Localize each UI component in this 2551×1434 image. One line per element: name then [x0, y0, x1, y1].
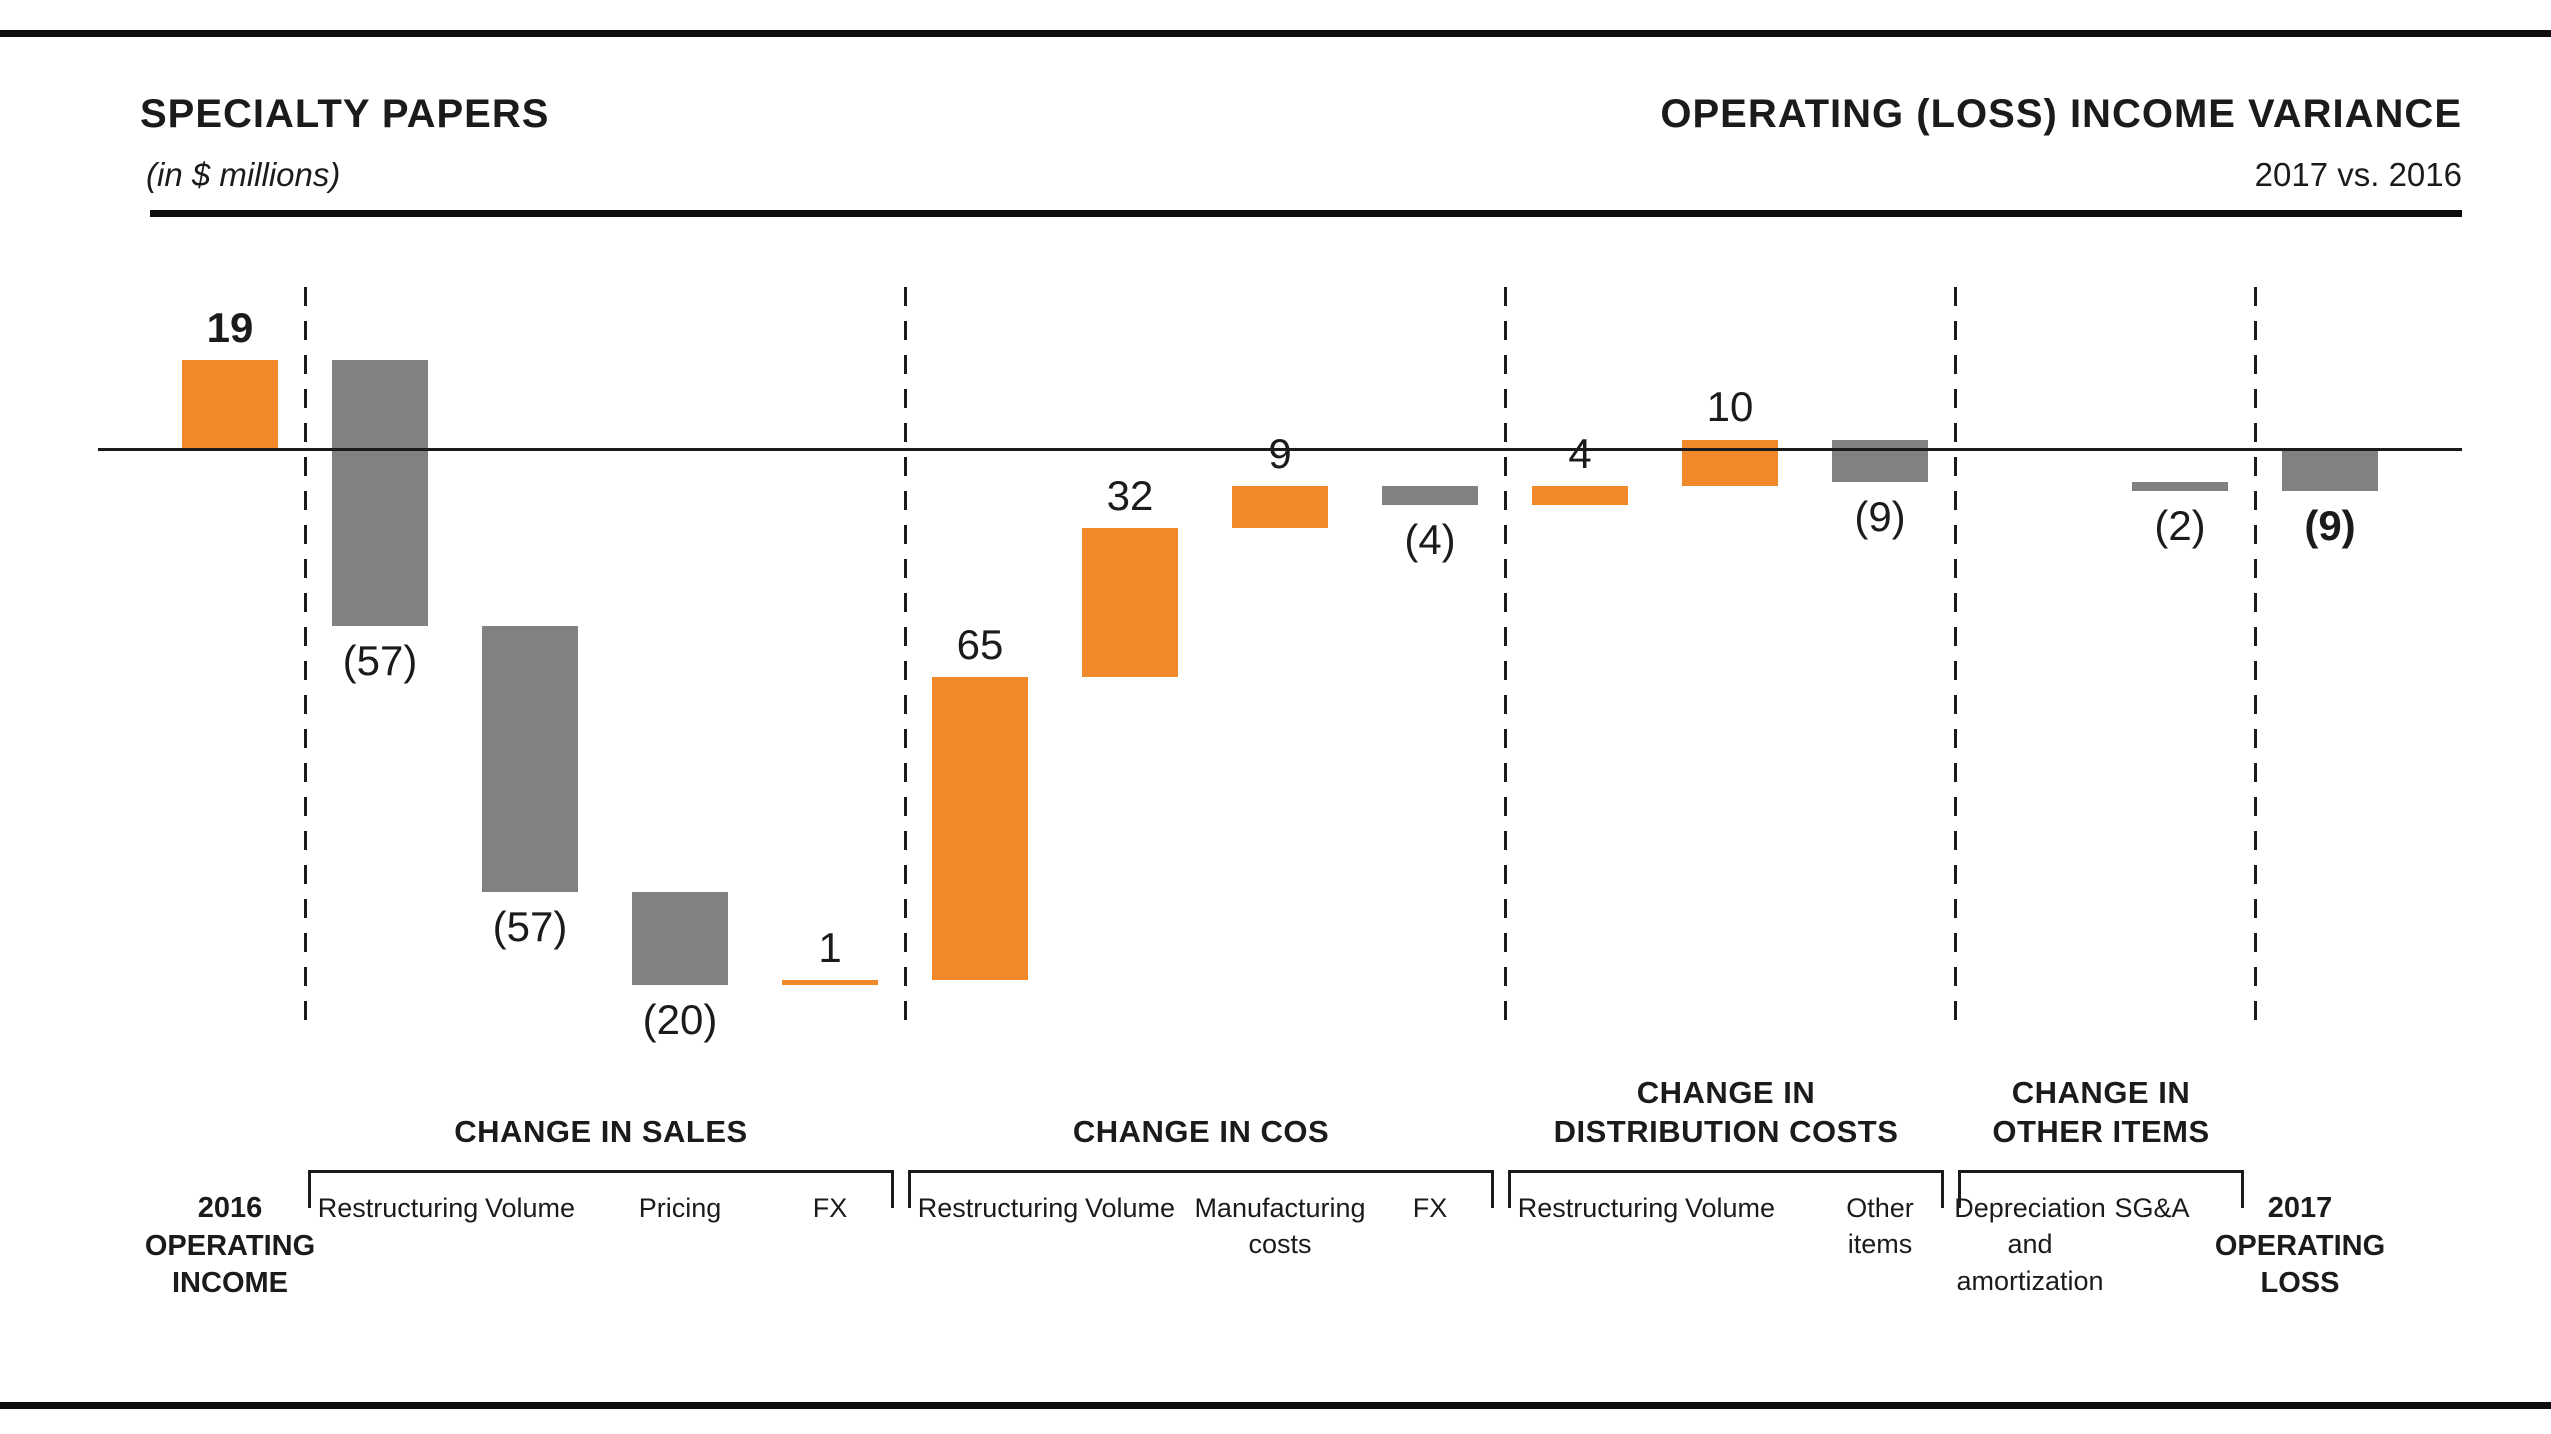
header-rule [150, 210, 2462, 217]
group-separator [903, 287, 907, 1025]
axis-label-sales-pricing: Pricing [530, 1190, 830, 1226]
group-separator [303, 287, 307, 1025]
waterfall-bar-sales-pricing [632, 891, 728, 985]
axis-label-line: FX [1412, 1193, 1448, 1223]
group-title-line: CHANGE IN [2011, 1074, 2191, 1110]
value-label-dist-restructuring: 4 [1568, 429, 1592, 477]
axis-label-other-depreciation: Depreciation and amortization [1880, 1190, 2180, 1299]
waterfall-bar-loss-2017 [2282, 449, 2378, 491]
group-separator [1503, 287, 1507, 1025]
group-title-line: OTHER ITEMS [1992, 1114, 2210, 1150]
group-bracket [308, 1170, 894, 1208]
waterfall-bar-dist-restructuring [1532, 486, 1628, 505]
group-title-line: CHANGE IN COS [1072, 1114, 1330, 1150]
axis-label-line: Pricing [638, 1193, 722, 1223]
axis-label-cos-restructuring: Restructuring [848, 1190, 1148, 1226]
group-title-line: CHANGE IN SALES [454, 1114, 748, 1150]
axis-label-line: Other [1846, 1193, 1914, 1223]
top-border-rule [0, 30, 2551, 37]
axis-label-line: amortization [1956, 1265, 2104, 1296]
axis-label-line: costs [1248, 1229, 1312, 1260]
axis-label-dist-other-items: Other items [1730, 1190, 2030, 1263]
waterfall-bar-sales-restructuring [332, 360, 428, 627]
waterfall-bar-other-sga [2132, 481, 2228, 491]
value-label-sales-restructuring: (57) [342, 637, 418, 685]
group-title: CHANGE IN DISTRIBUTION COSTS [1508, 1073, 1944, 1152]
axis-label-line: Volume [484, 1193, 576, 1223]
value-label-sales-pricing: (20) [642, 995, 718, 1043]
axis-label-other-sga: SG&A [2002, 1190, 2302, 1226]
axis-label-line: Restructuring [317, 1193, 479, 1223]
value-label-cos-restructuring: 65 [956, 620, 1004, 668]
axis-label-sales-restructuring: Restructuring [248, 1190, 548, 1226]
axis-label-line: Volume [1684, 1193, 1776, 1223]
value-label-loss-2017: (9) [2304, 501, 2356, 549]
group-bracket [1508, 1170, 1944, 1208]
axis-label-line: Depreciation [1954, 1193, 2106, 1223]
page-title: SPECIALTY PAPERS [140, 92, 550, 136]
group-title-line: DISTRIBUTION COSTS [1553, 1114, 1899, 1150]
group-bracket [908, 1170, 1494, 1208]
value-label-cos-volume: 32 [1106, 471, 1154, 519]
axis-label-income-2016: 2016 OPERATING INCOME [80, 1190, 380, 1303]
axis-label-line: 2016 [197, 1192, 263, 1224]
value-label-dist-volume: 10 [1706, 383, 1754, 431]
axis-label-line: OPERATING [144, 1229, 316, 1262]
axis-label-line: OPERATING [2214, 1229, 2386, 1262]
waterfall-bar-cos-manufacturing [1232, 486, 1328, 529]
value-label-other-sga: (2) [2154, 501, 2206, 549]
waterfall-bar-cos-volume [1082, 528, 1178, 678]
group-title: CHANGE IN OTHER ITEMS [1958, 1073, 2244, 1152]
axis-label-cos-fx: FX [1280, 1190, 1580, 1226]
axis-label-line: Restructuring [1517, 1193, 1679, 1223]
value-label-cos-manufacturing: 9 [1268, 429, 1292, 477]
bottom-border-rule [0, 1402, 2551, 1409]
axis-label-dist-restructuring: Restructuring [1448, 1190, 1748, 1226]
chart-title: OPERATING (LOSS) INCOME VARIANCE [1660, 92, 2462, 136]
waterfall-bar-cos-restructuring [932, 677, 1028, 981]
axis-label-sales-volume: Volume [380, 1190, 680, 1226]
units-note: (in $ millions) [146, 156, 341, 193]
waterfall-bar-income-2016 [182, 360, 278, 449]
value-label-cos-fx: (4) [1404, 515, 1456, 563]
value-label-sales-fx: 1 [818, 923, 842, 971]
waterfall-bar-sales-fx [782, 980, 878, 985]
group-separator [2253, 287, 2257, 1025]
group-bracket [1958, 1170, 2244, 1208]
waterfall-bar-dist-volume [1682, 439, 1778, 487]
group-separator [1953, 287, 1957, 1025]
axis-label-line: Manufacturing [1194, 1193, 1366, 1223]
axis-label-cos-volume: Volume [980, 1190, 1280, 1226]
waterfall-bar-cos-fx [1382, 486, 1478, 505]
axis-label-line: SG&A [2114, 1193, 2190, 1223]
value-label-dist-other-items: (9) [1854, 492, 1906, 540]
group-title: CHANGE IN COS [908, 1112, 1494, 1152]
axis-label-line: FX [812, 1193, 848, 1223]
axis-label-loss-2017: 2017 OPERATING LOSS [2150, 1190, 2450, 1303]
group-title-line: CHANGE IN [1636, 1074, 1816, 1110]
axis-label-line: Restructuring [917, 1193, 1079, 1223]
value-label-sales-volume: (57) [492, 902, 568, 950]
axis-label-line: 2017 [2267, 1192, 2333, 1224]
axis-label-sales-fx: FX [680, 1190, 980, 1226]
axis-label-line: Volume [1084, 1193, 1176, 1223]
zero-axis-line [98, 448, 2462, 451]
axis-label-line: INCOME [172, 1267, 288, 1300]
value-label-income-2016: 19 [206, 304, 254, 352]
axis-label-dist-volume: Volume [1580, 1190, 1880, 1226]
chart-period: 2017 vs. 2016 [2254, 156, 2462, 193]
axis-label-line: items [1847, 1229, 1913, 1260]
waterfall-bar-sales-volume [482, 626, 578, 892]
waterfall-bar-dist-other-items [1832, 439, 1928, 482]
axis-label-line: and [2007, 1229, 2053, 1260]
axis-label-cos-manufacturing: Manufacturing costs [1130, 1190, 1430, 1263]
axis-label-line: LOSS [2260, 1267, 2340, 1300]
group-title: CHANGE IN SALES [308, 1112, 894, 1152]
